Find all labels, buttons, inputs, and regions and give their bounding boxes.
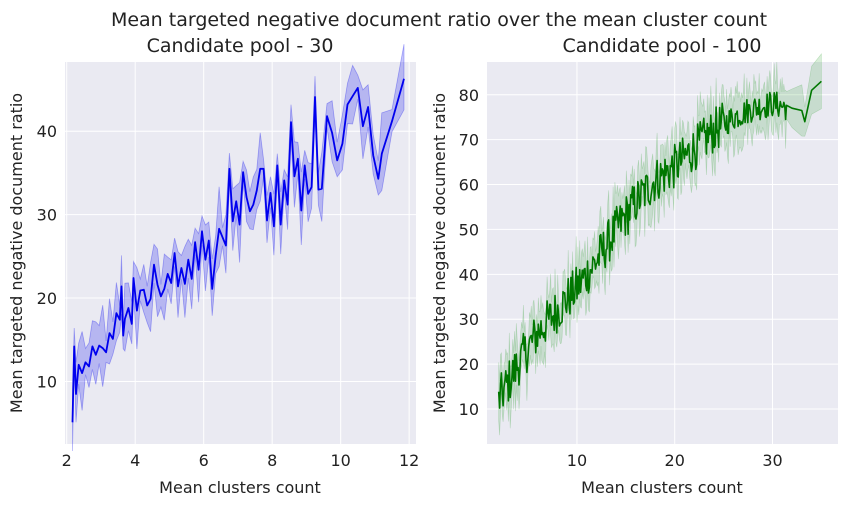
left-y-axis-label: Mean targeted negative document ratio [7,93,26,413]
x-tick-label: 30 [762,451,782,470]
left-tick-labels: 2 4 6 8 10 12 10 20 30 40 [37,122,420,470]
x-tick-label: 10 [330,451,350,470]
right-tick-labels: 10 20 30 10 20 30 40 50 60 70 80 [459,86,783,470]
left-panel-title: Candidate pool - 30 [147,35,334,57]
x-tick-label: 8 [267,451,277,470]
left-series [71,78,405,423]
right-x-axis-label: Mean clusters count [581,478,743,497]
right-confidence-band [498,53,822,436]
figure-suptitle: Mean targeted negative document ratio ov… [111,9,767,31]
left-x-axis-label: Mean clusters count [159,478,321,497]
y-tick-label: 30 [37,206,57,225]
x-tick-label: 10 [567,451,587,470]
left-plot-area [65,62,416,444]
band-area [72,44,405,452]
right-series [497,80,822,409]
y-tick-label: 40 [459,265,479,284]
y-tick-label: 20 [459,355,479,374]
y-tick-label: 50 [459,220,479,239]
left-gridlines [65,62,416,444]
series-line [497,80,822,409]
y-tick-label: 20 [37,289,57,308]
y-tick-label: 30 [459,310,479,329]
y-tick-label: 10 [459,400,479,419]
x-tick-label: 4 [130,451,140,470]
y-tick-label: 40 [37,122,57,141]
right-gridlines [487,62,838,444]
right-panel: 10 20 30 10 20 30 40 50 60 70 80 Candidate pool - … [430,35,838,497]
band-area [498,53,822,436]
left-panel: 2 4 6 8 10 12 10 20 30 40 Candidate pool - 30 Mea… [7,35,419,497]
x-tick-label: 12 [399,451,419,470]
y-tick-label: 60 [459,176,479,195]
series-line [71,78,405,423]
y-tick-label: 80 [459,86,479,105]
x-tick-label: 20 [665,451,685,470]
right-panel-title: Candidate pool - 100 [563,35,762,57]
x-tick-label: 6 [199,451,209,470]
y-tick-label: 10 [37,372,57,391]
y-tick-label: 70 [459,131,479,150]
left-confidence-band [72,44,405,452]
right-plot-area [487,62,838,444]
right-y-axis-label: Mean targeted negative document ratio [430,93,449,413]
x-tick-label: 2 [62,451,72,470]
